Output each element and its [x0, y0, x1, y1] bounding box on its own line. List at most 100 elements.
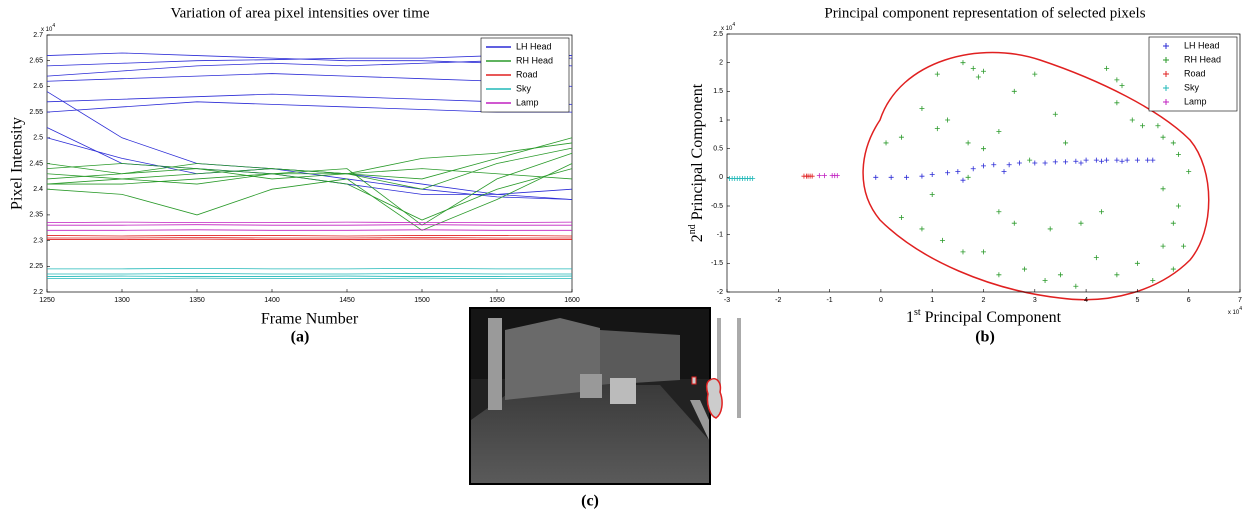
y-multiplier: x 104 [721, 22, 735, 31]
scatter-point [1083, 157, 1089, 163]
chart-title: Variation of area pixel intensities over… [170, 5, 429, 21]
scatter-point [965, 174, 971, 180]
scatter-point [898, 134, 904, 140]
scatter-point [929, 171, 935, 177]
photo-road [471, 385, 709, 483]
scatter-point [945, 170, 951, 176]
photo [469, 307, 741, 485]
panel-caption: (a) [291, 329, 310, 346]
scatter-point [1032, 160, 1038, 166]
legend-label: Sky [516, 83, 532, 93]
y-tick-label: 1 [719, 117, 723, 124]
x-tick-label: -1 [826, 297, 832, 304]
photo-person-outline [705, 378, 723, 419]
scatter-point [1098, 158, 1104, 164]
panel-caption: (c) [581, 493, 599, 510]
scatter-point [1078, 160, 1084, 166]
series-line [47, 273, 572, 275]
y-axis-label-part: Principal Component [689, 83, 706, 224]
x-tick-label: 1450 [339, 297, 355, 304]
legend-label: Sky [1184, 82, 1200, 92]
scatter-point [981, 163, 986, 169]
y-tick-label: 2.5 [33, 135, 43, 142]
scatter-point [1160, 186, 1166, 192]
series-line [46, 147, 573, 190]
y-tick-label: 2.55 [29, 109, 43, 116]
scatter-point [1073, 158, 1079, 164]
series-line [46, 235, 573, 237]
x-multiplier: x 104 [1228, 306, 1242, 315]
scatter-point [929, 192, 935, 198]
scatter-point [1129, 117, 1135, 123]
scatter-point [821, 173, 827, 179]
scatter-point [981, 68, 986, 74]
series-line [46, 142, 573, 175]
scatter-point [1150, 278, 1156, 284]
scatter-point [1104, 157, 1110, 163]
scatter-point [970, 65, 976, 71]
scatter-point [919, 173, 925, 179]
scatter-point [873, 174, 879, 180]
scatter-point [1027, 157, 1033, 163]
scatter-point [970, 166, 976, 172]
scatter-point [996, 272, 1002, 278]
scatter-point [1011, 88, 1017, 94]
photo-box [580, 374, 602, 398]
scatter-point [960, 60, 966, 66]
scatter-point [965, 140, 971, 146]
y-axis-label: Pixel Intensity [9, 117, 26, 210]
scatter-point [1104, 65, 1110, 71]
x-tick-label: 1 [930, 297, 934, 304]
scatter-point [1186, 169, 1192, 175]
scatter-point [898, 214, 904, 220]
series-line [46, 137, 573, 200]
scatter-point [1052, 111, 1058, 117]
x-axis-label: 1st Principal Component [906, 307, 1062, 326]
y-tick-label: 2.4 [33, 186, 43, 193]
scatter-point [1073, 283, 1079, 289]
x-tick-label: 1400 [264, 297, 280, 304]
y-tick-label: 2.65 [29, 58, 43, 65]
scatter-point [1119, 83, 1125, 89]
x-tick-label: 4 [1084, 297, 1088, 304]
scatter-point [1145, 157, 1151, 163]
scatter-point [1001, 169, 1007, 175]
scatter-point [939, 237, 945, 243]
scatter-point [1016, 160, 1022, 166]
x-tick-label: 1500 [414, 297, 430, 304]
series-line [46, 137, 573, 185]
x-tick-label: 1600 [564, 297, 580, 304]
scatter-point [1093, 255, 1099, 261]
x-multiplier-part: x 10 [1228, 310, 1240, 316]
y-multiplier-part: 4 [732, 22, 735, 28]
y-tick-label: 1.5 [713, 88, 723, 95]
scatter-point [981, 146, 986, 152]
x-tick-label: 2 [982, 297, 986, 304]
scatter-point [1181, 243, 1187, 249]
series-line [46, 275, 573, 277]
scatter-point [919, 106, 925, 112]
y-axis-label: 2nd Principal Component [687, 83, 706, 242]
scatter-point [1057, 272, 1063, 278]
scatter-point [1006, 162, 1012, 168]
scatter-point [1114, 272, 1120, 278]
y-tick-label: -1.5 [711, 260, 723, 267]
y-multiplier: x 104 [41, 23, 55, 32]
scatter-point [809, 173, 815, 179]
y-tick-label: -2 [717, 289, 723, 296]
series-line [47, 229, 572, 231]
legend-label: Road [1184, 68, 1206, 78]
series-line [47, 267, 572, 270]
y-tick-label: 2.6 [33, 83, 43, 90]
x-tick-label: 6 [1187, 297, 1191, 304]
scatter-point [1063, 140, 1069, 146]
series-line [47, 224, 572, 226]
scatter-point [1119, 158, 1125, 164]
scatter-point [1114, 100, 1120, 106]
legend-label: RH Head [1184, 54, 1221, 64]
x-axis-label-part: st [914, 307, 921, 318]
legend-label: LH Head [516, 41, 552, 51]
x-tick-label: 5 [1135, 297, 1139, 304]
y-tick-label: 2.25 [29, 263, 43, 270]
legend-label: Road [516, 69, 538, 79]
